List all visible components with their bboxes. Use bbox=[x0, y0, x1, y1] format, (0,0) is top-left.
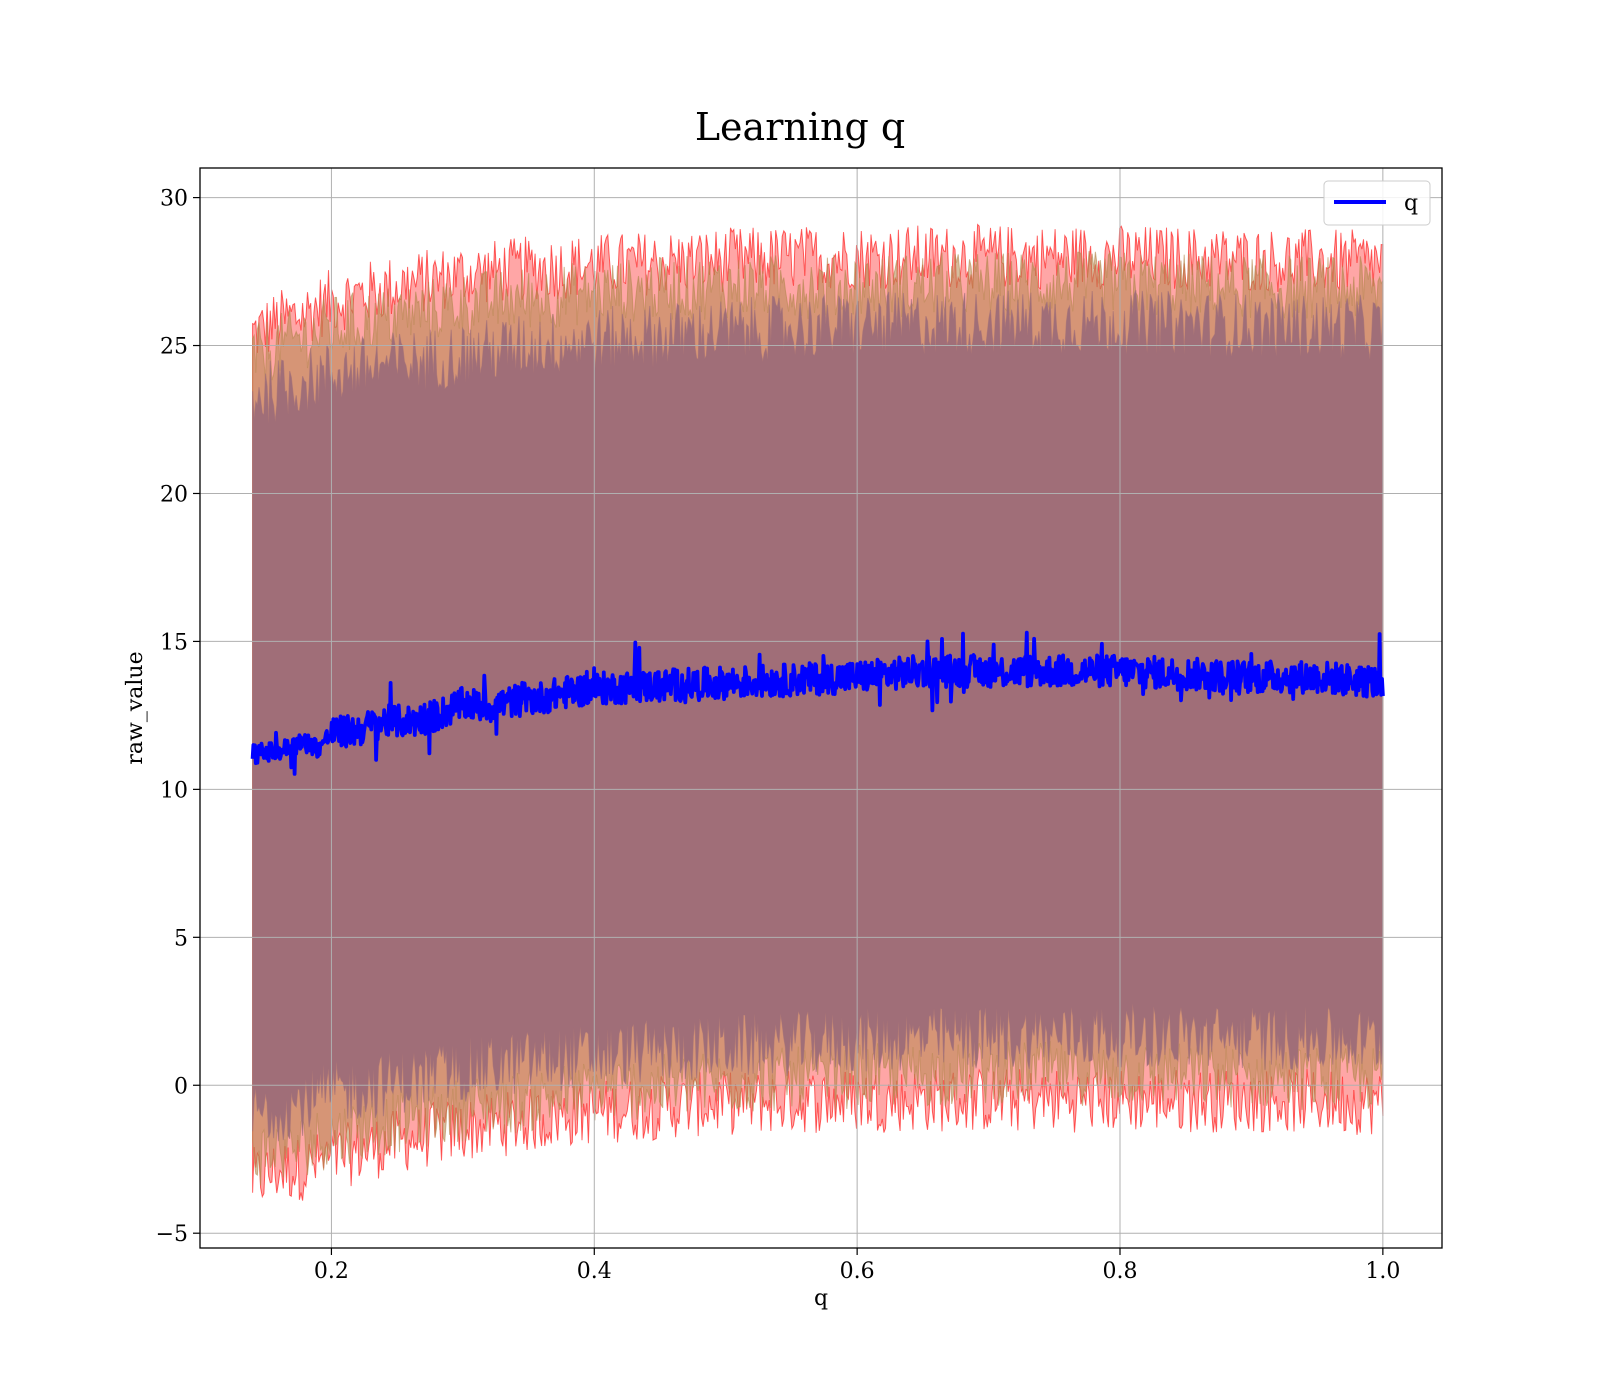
x-tick-label-2: 0.6 bbox=[840, 1259, 875, 1284]
grid-lines bbox=[200, 168, 1442, 1248]
y-tick-label-2: 5 bbox=[174, 926, 188, 951]
y-tick-label-1: 0 bbox=[174, 1074, 188, 1099]
legend-label-q: q bbox=[1404, 191, 1418, 216]
y-tick-label-6: 25 bbox=[160, 335, 188, 360]
y-axis-ticks: −5 0 5 10 15 20 25 30 bbox=[156, 187, 200, 1247]
confidence-bands bbox=[252, 223, 1384, 1201]
y-tick-label-5: 20 bbox=[160, 482, 188, 507]
y-tick-label-4: 15 bbox=[160, 630, 188, 655]
legend: q bbox=[1323, 180, 1431, 226]
y-tick-label-7: 30 bbox=[160, 187, 188, 212]
x-axis-ticks: 0.2 0.4 0.6 0.8 1.0 bbox=[314, 1248, 1400, 1284]
y-axis-label: raw_value bbox=[123, 651, 148, 764]
x-axis-label: q bbox=[814, 1286, 828, 1311]
x-tick-label-0: 0.2 bbox=[314, 1259, 349, 1284]
plot-frame bbox=[199, 167, 1443, 1249]
x-tick-label-3: 0.8 bbox=[1103, 1259, 1138, 1284]
plot-area bbox=[199, 167, 1443, 1249]
y-tick-label-0: −5 bbox=[156, 1222, 188, 1247]
chart-title: Learning q bbox=[695, 105, 905, 149]
x-tick-label-4: 1.0 bbox=[1365, 1259, 1400, 1284]
x-tick-label-1: 0.4 bbox=[577, 1259, 612, 1284]
series-lines bbox=[250, 630, 1385, 776]
series-line-q bbox=[250, 630, 1385, 776]
y-tick-label-3: 10 bbox=[160, 778, 188, 803]
